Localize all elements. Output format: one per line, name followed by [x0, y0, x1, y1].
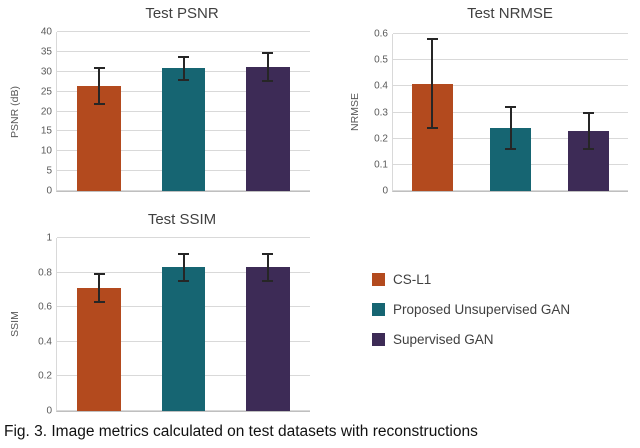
y-tick-label: 0: [382, 185, 388, 197]
error-bar-cap-proposed-unsupervised-gan: [178, 55, 189, 58]
y-tick-label: 0.4: [38, 336, 52, 348]
gridline: [57, 31, 310, 32]
y-tick-label: 5: [46, 165, 52, 177]
bar-proposed-unsupervised-gan: [161, 267, 206, 411]
nrmse-chart: Test NRMSE NRMSE 0 0.1 0.2 0.3 0.4 0.5 0.6: [348, 2, 636, 206]
error-bar-proposed-unsupervised-gan: [182, 56, 185, 80]
plot-area-nrmse: 0 0.1 0.2 0.3 0.4 0.5 0.6: [374, 29, 628, 197]
error-bar-supervised-gan: [266, 253, 269, 282]
y-tick-label: 0.8: [38, 267, 52, 279]
y-tick-label: 0.1: [374, 159, 388, 171]
y-tick-label: 20: [40, 106, 52, 117]
y-tick-label: 0.5: [374, 54, 388, 66]
error-bar-cap-supervised-gan: [583, 111, 595, 114]
gridline: [393, 33, 628, 34]
error-bar-supervised-gan: [266, 52, 269, 82]
error-bar-cap-supervised-gan: [262, 252, 274, 255]
legend-label: Supervised GAN: [393, 332, 494, 347]
error-bar-supervised-gan: [587, 112, 590, 150]
error-bar-cap-supervised-gan: [262, 51, 274, 54]
error-bar-cap-cs-l1: [93, 103, 105, 106]
plot-area-psnr: 0 5 10 15 20 25 30 35 40: [41, 27, 310, 197]
ssim-chart: Test SSIM SSIM 0 0.2 0.4 0.6 0.8 1: [8, 208, 320, 424]
y-tick-label: 0.6: [374, 28, 388, 40]
error-bar-cap-cs-l1: [426, 38, 438, 41]
y-tick-label: 15: [40, 125, 52, 137]
y-tick-label: 0.6: [38, 301, 52, 313]
bar-supervised-gan: [245, 267, 290, 411]
chart-title-psnr: Test PSNR: [145, 5, 219, 22]
y-tick-label: 0.4: [374, 80, 388, 92]
error-bar-cap-proposed-unsupervised-gan: [505, 106, 516, 109]
error-bar-cap-supervised-gan: [583, 148, 595, 151]
error-bar-proposed-unsupervised-gan: [182, 253, 185, 282]
y-tick-label: 35: [40, 46, 52, 58]
gridline: [57, 237, 310, 238]
legend-swatch-supervised-gan: [372, 333, 385, 346]
y-tick-label: 40: [40, 26, 52, 38]
y-axis-label-ssim: SSIM: [9, 311, 22, 337]
legend-swatch-cs-l1: [372, 273, 385, 286]
error-bar-cap-supervised-gan: [262, 280, 274, 283]
legend-swatch-proposed-unsupervised-gan: [372, 303, 385, 316]
legend-item-proposed-unsupervised-gan: Proposed Unsupervised GAN: [372, 302, 570, 317]
error-bar-cap-supervised-gan: [262, 80, 274, 83]
error-bar-cap-cs-l1: [93, 301, 105, 304]
y-axis-label-nrmse: NRMSE: [349, 93, 362, 131]
y-tick-label: 0: [46, 185, 52, 197]
error-bar-cap-proposed-unsupervised-gan: [178, 78, 189, 81]
y-axis-label-psnr: PSNR (dB): [9, 86, 21, 138]
y-tick-label: 10: [40, 145, 52, 157]
error-bar-proposed-unsupervised-gan: [509, 107, 512, 150]
error-bar-cap-cs-l1: [93, 66, 105, 69]
legend-item-cs-l1: CS-L1: [372, 272, 570, 287]
legend: CS-L1 Proposed Unsupervised GAN Supervis…: [372, 272, 570, 362]
chart-title-nrmse: Test NRMSE: [467, 5, 553, 22]
y-tick-label: 0.2: [374, 133, 388, 145]
legend-label: CS-L1: [393, 272, 432, 287]
y-tick-label: 0: [46, 405, 52, 417]
error-bar-cs-l1: [431, 39, 434, 129]
y-tick-label: 1: [46, 232, 52, 244]
chart-title-ssim: Test SSIM: [147, 211, 217, 228]
gridline: [393, 85, 628, 87]
bar-cs-l1: [77, 288, 122, 411]
error-bar-cap-proposed-unsupervised-gan: [178, 252, 189, 255]
y-tick-label: 25: [40, 86, 52, 98]
error-bar-cs-l1: [98, 67, 101, 105]
plot-area-ssim: 0 0.2 0.4 0.6 0.8 1: [38, 233, 310, 417]
y-tick-label: 30: [40, 66, 52, 78]
figure-caption: Fig. 3. Image metrics calculated on test…: [4, 423, 478, 440]
bar-supervised-gan: [245, 66, 290, 191]
error-bar-cap-cs-l1: [426, 127, 438, 130]
bar-proposed-unsupervised-gan: [161, 68, 206, 191]
error-bar-cap-proposed-unsupervised-gan: [505, 148, 516, 151]
error-bar-cs-l1: [98, 274, 101, 303]
gridline: [393, 59, 628, 61]
y-tick-label: 0.3: [374, 107, 388, 118]
error-bar-cap-cs-l1: [93, 273, 105, 276]
error-bar-cap-proposed-unsupervised-gan: [178, 280, 189, 283]
psnr-chart: Test PSNR PSNR (dB) 0 5 10 15 20 25 30 35 40: [8, 2, 320, 206]
legend-label: Proposed Unsupervised GAN: [393, 302, 571, 317]
legend-item-supervised-gan: Supervised GAN: [372, 332, 570, 347]
y-tick-label: 0.2: [38, 370, 52, 382]
gridline: [57, 50, 310, 52]
